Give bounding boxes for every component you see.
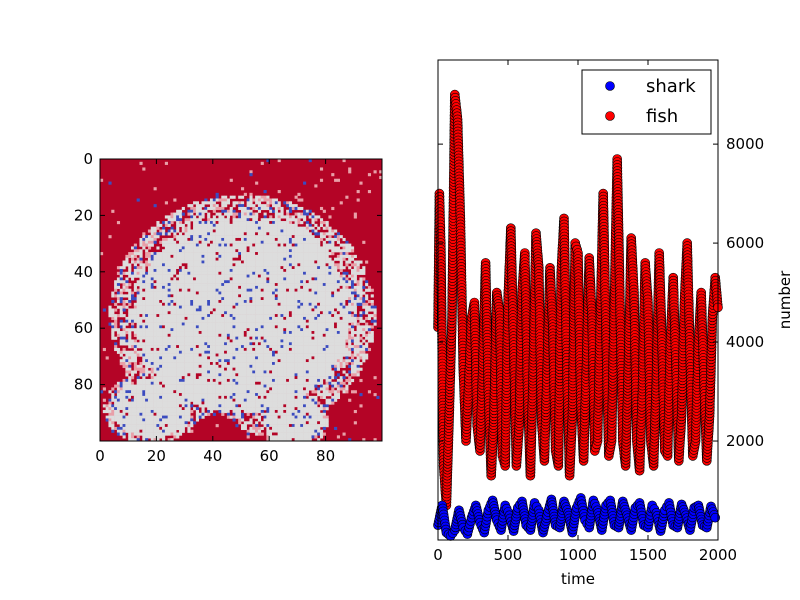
scatter-y-tick-label: 4000 xyxy=(726,333,764,351)
heatmap-grid xyxy=(100,159,383,442)
shark-series xyxy=(433,493,721,541)
heatmap-x-tick-label: 60 xyxy=(260,447,279,465)
heatmap-y-tick-label: 40 xyxy=(74,263,93,281)
scatter-y-tick-label: 8000 xyxy=(726,135,764,153)
heatmap-y-tick-label: 20 xyxy=(74,206,93,224)
y-axis-label: number xyxy=(776,270,794,329)
heatmap-frame xyxy=(99,158,383,442)
scatter-x-tick-label: 1500 xyxy=(629,546,667,564)
heatmap-x-tick-label: 80 xyxy=(316,447,335,465)
scatter-x-tick-label: 1000 xyxy=(559,546,597,564)
scatter-y-tick-label: 2000 xyxy=(726,432,764,450)
population-scatter-panel: 0 500 1000 1500 2000 2000 4000 6000 8000 time n… xyxy=(433,59,794,588)
x-axis-label: time xyxy=(561,570,595,588)
heatmap-x-tick-label: 40 xyxy=(203,447,222,465)
legend-label-fish: fish xyxy=(646,106,678,127)
heatmap-x-tick-label: 0 xyxy=(95,447,105,465)
heatmap-x-tick-label: 20 xyxy=(147,447,166,465)
legend-marker-fish xyxy=(605,111,615,121)
legend-marker-shark xyxy=(605,81,615,91)
scatter-x-tick-label: 500 xyxy=(494,546,523,564)
scatter-x-tick-label: 0 xyxy=(433,546,443,564)
legend-label-shark: shark xyxy=(646,76,696,97)
fish-series xyxy=(433,89,723,511)
heatmap-y-axis: 0 20 40 60 80 xyxy=(74,150,382,394)
heatmap-y-tick-label: 60 xyxy=(74,319,93,337)
legend: shark fish xyxy=(581,69,712,135)
scatter-y-tick-label: 6000 xyxy=(726,234,764,252)
scatter-x-tick-label: 2000 xyxy=(699,546,737,564)
heatmap-y-tick-label: 0 xyxy=(83,150,93,168)
heatmap-panel: 0 20 40 60 80 0 20 40 60 80 xyxy=(74,150,383,465)
heatmap-x-axis: 0 20 40 60 80 xyxy=(95,159,335,465)
heatmap-y-tick-label: 80 xyxy=(74,376,93,394)
